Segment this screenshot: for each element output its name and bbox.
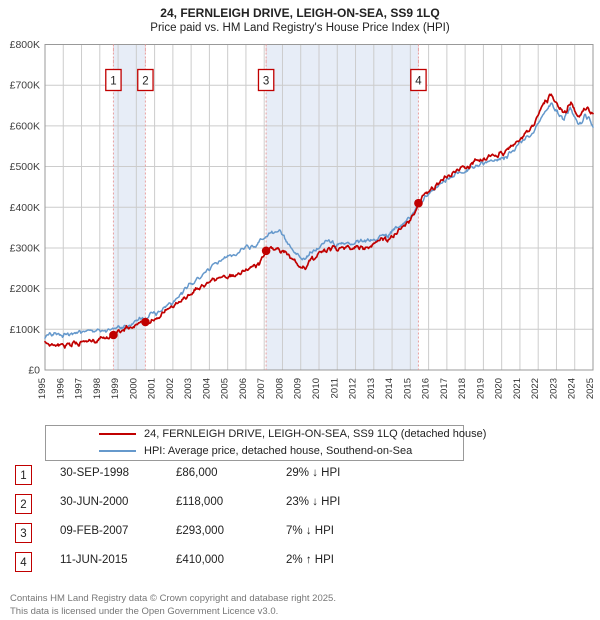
svg-text:3: 3 (263, 76, 269, 88)
svg-text:2024: 2024 (567, 378, 578, 399)
svg-text:2021: 2021 (512, 378, 523, 399)
svg-text:2022: 2022 (530, 378, 541, 399)
svg-text:2006: 2006 (238, 378, 249, 399)
svg-text:2010: 2010 (311, 378, 322, 399)
svg-text:2000: 2000 (128, 378, 139, 399)
svg-text:2: 2 (142, 76, 148, 88)
svg-text:1995: 1995 (37, 378, 48, 399)
svg-text:£800K: £800K (10, 39, 40, 51)
svg-text:2023: 2023 (548, 378, 559, 399)
svg-text:2007: 2007 (256, 378, 267, 399)
svg-text:2003: 2003 (183, 378, 194, 399)
svg-text:2012: 2012 (348, 378, 359, 399)
svg-text:£600K: £600K (10, 120, 40, 132)
svg-text:2009: 2009 (293, 378, 304, 399)
svg-text:2004: 2004 (201, 378, 212, 399)
svg-text:£300K: £300K (10, 242, 40, 254)
svg-text:2002: 2002 (165, 378, 176, 399)
svg-text:2011: 2011 (329, 378, 340, 398)
svg-text:2013: 2013 (366, 378, 377, 399)
svg-text:£400K: £400K (10, 202, 40, 214)
svg-text:2014: 2014 (384, 378, 395, 399)
svg-text:£100K: £100K (10, 324, 40, 336)
svg-text:2016: 2016 (421, 378, 432, 399)
svg-text:2008: 2008 (274, 378, 285, 399)
svg-text:£200K: £200K (10, 283, 40, 295)
svg-text:2019: 2019 (475, 378, 486, 399)
svg-text:4: 4 (415, 76, 422, 88)
svg-text:1: 1 (110, 76, 116, 88)
svg-text:2025: 2025 (585, 378, 596, 399)
svg-text:£0: £0 (28, 365, 40, 377)
svg-text:1997: 1997 (74, 378, 85, 399)
svg-text:2001: 2001 (147, 378, 158, 399)
svg-text:£500K: £500K (10, 161, 40, 173)
svg-text:2015: 2015 (402, 378, 413, 399)
svg-text:2020: 2020 (494, 378, 505, 399)
svg-text:1998: 1998 (92, 378, 103, 399)
svg-text:2018: 2018 (457, 378, 468, 399)
svg-text:£700K: £700K (10, 80, 40, 92)
svg-text:2017: 2017 (439, 378, 450, 399)
svg-text:2005: 2005 (220, 378, 231, 399)
svg-text:1996: 1996 (55, 378, 66, 399)
svg-text:1999: 1999 (110, 378, 121, 399)
